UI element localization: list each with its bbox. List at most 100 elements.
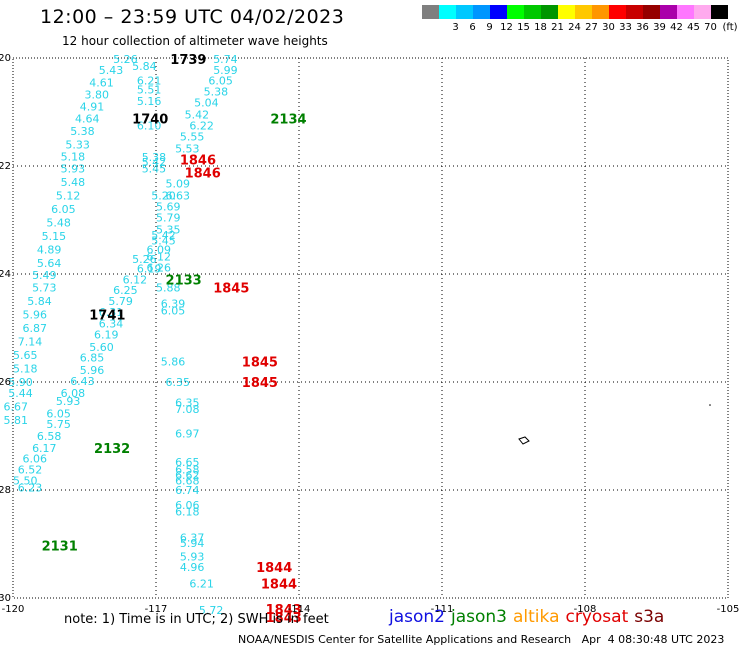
swh-value: 4.89: [37, 244, 62, 257]
swh-value: 5.73: [32, 282, 57, 295]
swh-value: 4.61: [89, 76, 114, 89]
swh-value: 5.12: [56, 190, 81, 203]
swh-value: 6.05: [46, 407, 71, 420]
map-grid: [12, 57, 729, 599]
swh-value: 5.88: [156, 282, 181, 295]
scale-swatch: [711, 5, 728, 19]
legend-jason3: jason3: [451, 607, 507, 627]
map-subtitle: 12 hour collection of altimeter wave hei…: [62, 34, 328, 48]
scale-swatch: [677, 5, 694, 19]
swh-value: 5.75: [46, 418, 71, 431]
swh-value: 6.21: [189, 577, 214, 590]
lat-tick-label: 26: [0, 377, 11, 388]
pass-time-cryosat: 1846: [180, 154, 216, 169]
pass-time-cryosat: 1843: [266, 603, 302, 618]
swh-value: 5.65: [13, 349, 38, 362]
scale-label: 30: [602, 22, 615, 33]
swh-value: 5.18: [61, 150, 86, 163]
axis-labels: -120 -117 -114 -111 -108 -105 20 22 24 26 28 30: [0, 53, 739, 615]
scale-swatch: [643, 5, 660, 19]
scale-swatch: [609, 5, 626, 19]
swh-value: 4.91: [80, 101, 105, 114]
scale-swatch: [660, 5, 677, 19]
swh-value: 5.84: [132, 60, 157, 73]
scale-unit: (ft): [722, 22, 738, 33]
lat-tick-label: 24: [0, 269, 11, 280]
pass-time-jason3: 2131: [42, 540, 78, 555]
swh-value: 6.35: [175, 397, 200, 410]
swh-value: 6.35: [166, 376, 191, 389]
swh-value: 5.16: [137, 95, 162, 108]
swh-value: 6.19: [94, 328, 119, 341]
swh-value: 5.51: [137, 83, 162, 96]
swh-value: 6.31: [99, 306, 124, 319]
pass-time-s3a: 1739: [170, 53, 206, 68]
swh-value: 5.49: [32, 269, 57, 282]
swh-value: 5.81: [3, 414, 28, 427]
swh-value: 5.74: [213, 53, 238, 66]
swh-value: 6.12: [123, 273, 148, 286]
scale-swatch: [575, 5, 592, 19]
swh-value: 6.25: [113, 284, 138, 297]
pass-time-jason3: 2134: [270, 112, 306, 127]
swh-value: 5.79: [156, 211, 181, 224]
footer-note: note: 1) Time is in UTC; 2) SWH is in fe…: [64, 612, 329, 627]
scale-swatch: [490, 5, 507, 19]
swh-value: 5.50: [13, 474, 38, 487]
swh-value: 6.58: [175, 463, 200, 476]
swh-value: 6.21: [137, 75, 162, 88]
scale-label: 9: [486, 22, 493, 33]
scale-label: 70: [704, 22, 717, 33]
pass-time-jason3: 2133: [166, 273, 202, 288]
scale-swatch: [507, 5, 524, 19]
swh-value: 6.26: [146, 262, 171, 275]
swh-value: 5.96: [23, 309, 48, 322]
lon-tick-label: -105: [717, 604, 740, 615]
swh-value: 6.97: [175, 427, 200, 440]
swh-value: 6.19: [137, 263, 162, 276]
scale-swatch: [473, 5, 490, 19]
swh-value: 5.48: [46, 217, 71, 230]
lat-tick-label: 22: [0, 161, 11, 172]
swh-value: 6.37: [180, 532, 205, 545]
swh-value: 5.20: [151, 190, 176, 203]
scale-label: 24: [568, 22, 581, 33]
swh-value: 6.05: [51, 203, 75, 216]
swh-value: 5.86: [161, 355, 186, 368]
altimeter-marks: 5.265.434.613.804.914.645.385.335.185.93…: [3, 53, 237, 617]
lon-tick-label: -114: [288, 604, 311, 615]
swh-value: 5.69: [156, 201, 181, 214]
scale-swatch: [541, 5, 558, 19]
swh-value: 5.26: [132, 253, 157, 266]
legend-jason2: jason2: [389, 607, 445, 627]
swh-value: 7.14: [18, 336, 43, 349]
swh-value: 7.08: [175, 403, 200, 416]
swh-value: 6.12: [146, 251, 171, 264]
swh-value: 6.08: [61, 387, 86, 400]
swh-value: 6.68: [175, 474, 200, 487]
swh-value: 6.10: [137, 120, 162, 133]
scale-swatch: [694, 5, 711, 19]
satellite-legend: jason2 jason3 altika cryosat s3a: [389, 607, 670, 627]
swh-value: 4.96: [180, 561, 205, 574]
scale-swatch: [592, 5, 609, 19]
swh-value: 5.35: [156, 224, 181, 237]
swh-value: 6.85: [80, 352, 105, 365]
swh-value: 6.87: [23, 322, 48, 335]
swh-value: 5.79: [108, 295, 133, 308]
swh-value: 5.93: [56, 395, 81, 408]
scale-label: 21: [551, 22, 564, 33]
swh-value: 6.67: [3, 400, 28, 413]
pass-time-cryosat: 1845: [242, 355, 278, 370]
swh-value: 6.17: [32, 442, 57, 455]
swh-value: 4.64: [75, 112, 100, 125]
pass-time-cryosat: 1844: [261, 577, 297, 592]
scale-label: 36: [636, 22, 649, 33]
swh-value: 5.45: [151, 235, 176, 248]
coastline: [518, 404, 711, 445]
swh-value: 5.64: [37, 257, 62, 270]
swh-value: 5.84: [27, 295, 52, 308]
pass-time-s3a: 1740: [132, 112, 168, 127]
